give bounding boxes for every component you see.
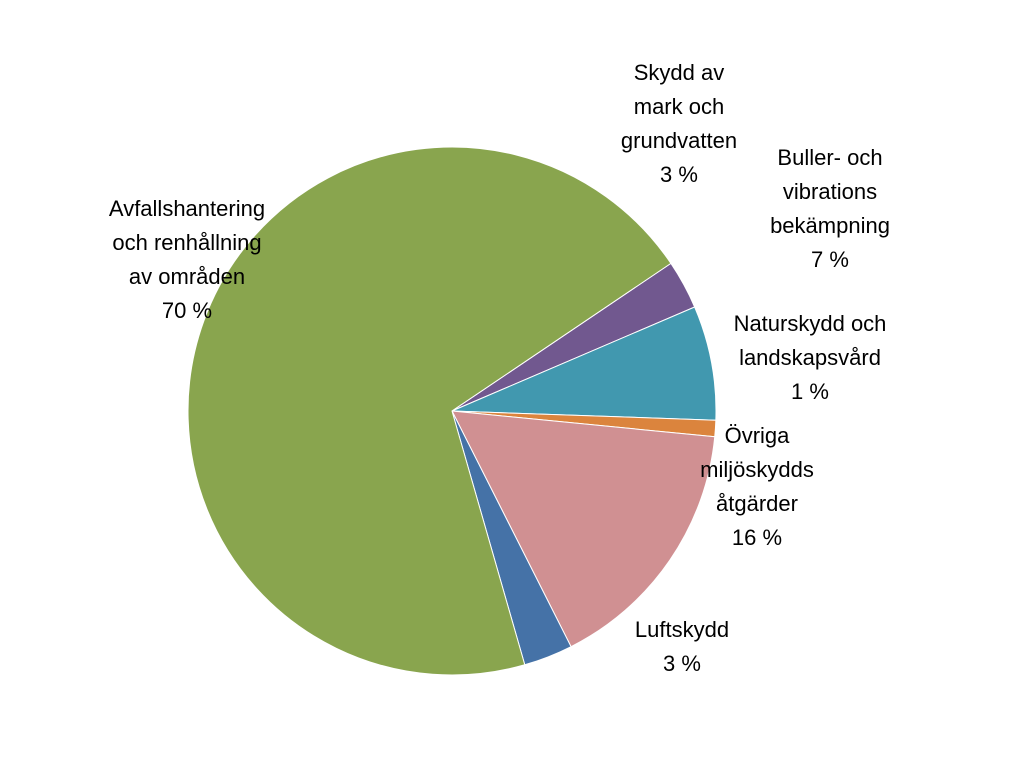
slice-value-label: 70 % [162, 298, 212, 323]
slice-label-line: miljöskydds [700, 457, 814, 482]
pie-labels: Skydd av mark och grundvatten 3 % Buller- oc… [109, 60, 890, 676]
pie-slice-3 [451, 410, 716, 648]
slice-label-line: Buller- och [777, 145, 882, 170]
slice-label-line: Övriga [725, 423, 791, 448]
slice-value-label: 3 % [663, 651, 701, 676]
slice-value-label: 3 % [660, 162, 698, 187]
slice-label-line: åtgärder [716, 491, 798, 516]
slice-label-line: av områden [129, 264, 245, 289]
slice-label-5: Avfallshantering och renhållning av område… [109, 196, 265, 323]
slice-label-3: Övriga miljöskydds åtgärder 16 % [700, 423, 814, 550]
slice-label-line: grundvatten [621, 128, 737, 153]
slice-label-line: landskapsvård [739, 345, 881, 370]
slice-value-label: 7 % [811, 247, 849, 272]
slice-label-4: Luftskydd 3 % [635, 617, 729, 676]
slice-label-line: Avfallshantering [109, 196, 265, 221]
slice-label-line: vibrations [783, 179, 877, 204]
pie-slice-1 [451, 306, 717, 421]
slice-label-line: Naturskydd och [734, 311, 887, 336]
slice-value-label: 16 % [732, 525, 782, 550]
slice-label-0: Skydd av mark och grundvatten 3 % [621, 60, 737, 187]
slice-label-line: och renhållning [112, 230, 261, 255]
slice-label-line: Skydd av [634, 60, 725, 85]
slice-label-line: mark och [634, 94, 724, 119]
pie-slices [187, 146, 717, 676]
slice-label-1: Buller- och vibrations bekämpning 7 % [770, 145, 890, 272]
slice-label-line: bekämpning [770, 213, 890, 238]
slice-label-line: Luftskydd [635, 617, 729, 642]
slice-label-2: Naturskydd och landskapsvård 1 % [734, 311, 887, 404]
slice-value-label: 1 % [791, 379, 829, 404]
pie-slice-5 [187, 146, 672, 676]
